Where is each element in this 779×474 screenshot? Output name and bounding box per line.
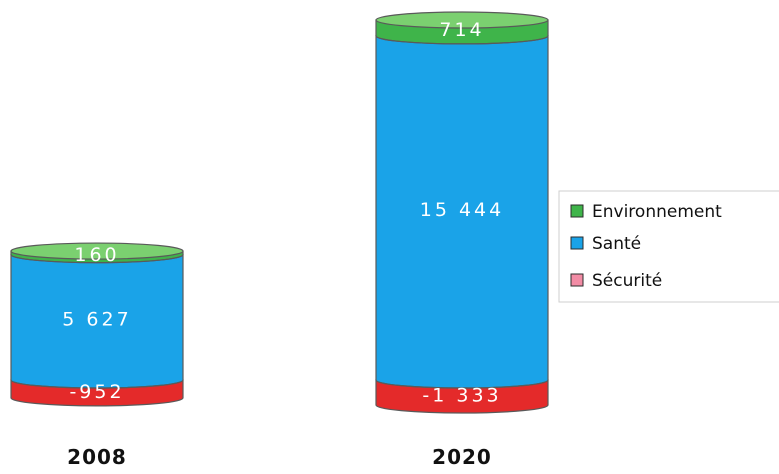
bars bbox=[10, 11, 549, 414]
legend-swatch-sante bbox=[570, 236, 584, 250]
legend-frame bbox=[558, 190, 779, 303]
zero-divider-2020 bbox=[375, 379, 549, 389]
segment-labels: 160 5 627 -952 714 15 444 -1 333 bbox=[62, 19, 504, 407]
legend-label-sante: Santé bbox=[592, 234, 641, 254]
legend-label-environnement: Environnement bbox=[592, 202, 722, 222]
bar-top-cap-2008 bbox=[10, 242, 184, 260]
zero-divider-2008 bbox=[10, 379, 184, 389]
legend-swatch-securite bbox=[570, 273, 584, 287]
segment-divider-2020 bbox=[375, 35, 549, 45]
legend-swatch-environnement bbox=[570, 204, 584, 218]
bar-group-2008 bbox=[10, 242, 184, 407]
value-label-environnement-2008: 160 bbox=[74, 244, 119, 266]
legend-label-securite: Sécurité bbox=[592, 271, 662, 291]
category-label-2020: 2020 bbox=[432, 445, 492, 469]
legend: Environnement Santé Sécurité bbox=[558, 190, 779, 303]
value-label-environnement-2020: 714 bbox=[439, 19, 484, 41]
category-labels: 2008 2020 bbox=[67, 445, 492, 469]
value-label-securite-2020: -1 333 bbox=[422, 385, 501, 407]
bar-securite-2020 bbox=[375, 379, 549, 414]
value-label-sante-2008: 5 627 bbox=[62, 308, 131, 330]
category-label-2008: 2008 bbox=[67, 445, 127, 469]
value-label-sante-2020: 15 444 bbox=[420, 199, 504, 221]
bar-group-2020 bbox=[375, 11, 549, 414]
value-label-securite-2008: -952 bbox=[69, 381, 124, 403]
bar-top-cap-2020 bbox=[375, 11, 549, 29]
segment-divider-2008 bbox=[10, 254, 184, 264]
